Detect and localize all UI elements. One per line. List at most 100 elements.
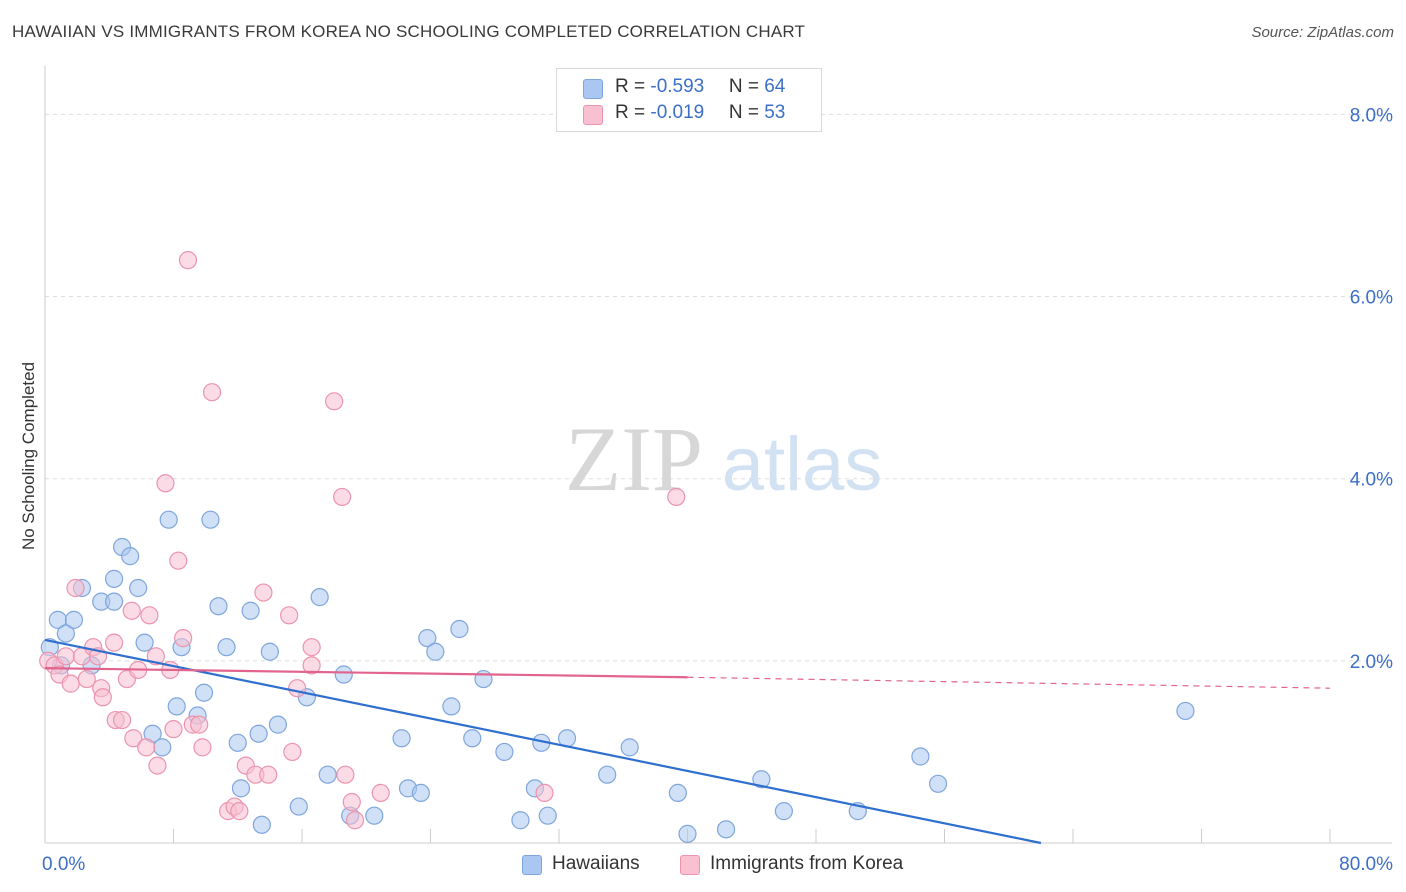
point-hawaiians — [64, 610, 84, 629]
grid-lines — [45, 113, 1392, 662]
point-korea — [124, 729, 143, 748]
point-hawaiians — [442, 697, 461, 716]
point-hawaiians — [463, 729, 482, 748]
point-korea — [112, 710, 132, 730]
y-tick-label: 8.0% — [1350, 105, 1393, 126]
point-korea — [169, 551, 188, 570]
legend-r-value: -0.593 — [650, 76, 705, 97]
point-hawaiians — [268, 715, 288, 734]
data-points — [39, 251, 1195, 843]
point-hawaiians — [538, 806, 557, 825]
point-hawaiians — [511, 811, 530, 830]
source-credit: Source: ZipAtlas.com — [1251, 24, 1394, 41]
point-korea — [137, 738, 156, 757]
legend-swatch-korea — [583, 105, 603, 125]
point-korea — [202, 383, 222, 402]
legend-label-korea: Immigrants from Korea — [710, 853, 904, 874]
legend-r-label: R = — [615, 76, 651, 97]
point-hawaiians — [129, 578, 148, 598]
point-korea — [280, 606, 299, 625]
point-hawaiians — [411, 783, 430, 803]
point-hawaiians — [121, 547, 140, 566]
point-korea — [535, 783, 554, 803]
x-tick-label: 0.0% — [42, 854, 85, 875]
point-hawaiians — [495, 742, 514, 762]
point-hawaiians — [752, 770, 771, 789]
legend-n-label: N = — [728, 102, 765, 123]
trend-line-korea — [44, 667, 688, 679]
legend-label-hawaiians: Hawaiians — [552, 853, 640, 874]
point-korea — [77, 669, 96, 689]
point-hawaiians — [392, 729, 411, 748]
stats-legend: R = -0.593 N = 64 R = -0.019 N = 53 — [556, 68, 822, 132]
point-hawaiians — [318, 765, 337, 784]
point-hawaiians — [474, 669, 493, 689]
point-hawaiians — [159, 510, 178, 529]
point-hawaiians — [209, 597, 228, 616]
watermark: ZIP atlas — [565, 408, 882, 510]
point-korea — [371, 783, 390, 803]
point-hawaiians — [241, 601, 260, 620]
point-korea — [283, 742, 302, 762]
point-korea — [190, 715, 209, 734]
point-korea — [345, 811, 365, 830]
trend-line-korea-extension — [687, 676, 1331, 689]
point-hawaiians — [104, 592, 124, 611]
point-korea — [302, 638, 321, 657]
legend-n-value: 53 — [764, 102, 786, 123]
y-axis-label: No Schooling Completed — [19, 362, 38, 550]
point-hawaiians — [928, 774, 948, 793]
point-hawaiians — [231, 779, 251, 798]
point-hawaiians — [418, 628, 437, 648]
y-tick-label: 4.0% — [1350, 470, 1393, 491]
point-korea — [66, 578, 85, 598]
point-korea — [254, 583, 273, 602]
point-korea — [259, 765, 278, 784]
tick-labels: 2.0% 4.0% 6.0% 8.0% 0.0% 80.0% — [42, 105, 1393, 875]
point-hawaiians — [911, 747, 930, 766]
legend-swatch-korea — [680, 855, 700, 875]
point-korea — [178, 251, 198, 270]
point-korea — [193, 738, 212, 757]
point-hawaiians — [620, 738, 639, 757]
axes — [44, 66, 1392, 844]
point-korea — [667, 487, 686, 507]
trend-line-hawaiians — [44, 638, 1042, 845]
point-korea — [61, 674, 80, 693]
point-korea — [56, 647, 75, 666]
point-hawaiians — [228, 733, 247, 752]
point-korea — [342, 792, 361, 812]
legend-n-label: N = — [728, 76, 765, 97]
legend-r-label: R = — [615, 102, 651, 123]
point-korea — [104, 633, 124, 652]
y-tick-label: 6.0% — [1350, 288, 1393, 309]
point-hawaiians — [194, 683, 214, 702]
point-hawaiians — [56, 624, 75, 643]
point-hawaiians — [310, 588, 329, 607]
series-legend: Hawaiians Immigrants from Korea — [0, 853, 1406, 877]
point-hawaiians — [450, 619, 469, 639]
point-korea — [302, 656, 321, 675]
legend-swatch-hawaiians — [583, 79, 603, 99]
point-hawaiians — [260, 642, 279, 661]
watermark-atlas: atlas — [722, 422, 883, 507]
point-hawaiians — [1176, 701, 1195, 721]
point-hawaiians — [167, 697, 186, 716]
point-hawaiians — [598, 765, 617, 784]
point-hawaiians — [668, 783, 687, 803]
point-hawaiians — [104, 569, 124, 588]
point-hawaiians — [334, 665, 353, 684]
point-hawaiians — [201, 510, 220, 529]
point-hawaiians — [289, 797, 308, 816]
point-korea — [156, 474, 175, 493]
point-korea — [174, 628, 193, 648]
x-tick-label: 80.0% — [1339, 854, 1393, 875]
point-hawaiians — [252, 815, 271, 834]
point-hawaiians — [135, 633, 154, 652]
point-korea — [336, 765, 355, 784]
point-hawaiians — [426, 642, 445, 661]
point-hawaiians — [365, 806, 384, 825]
point-hawaiians — [249, 724, 268, 743]
legend-swatch-hawaiians — [522, 855, 542, 875]
